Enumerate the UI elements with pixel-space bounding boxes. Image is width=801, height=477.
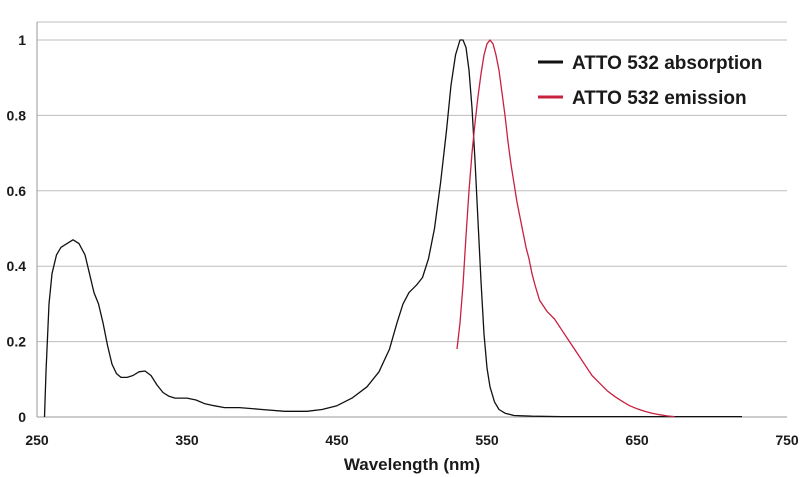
legend-label: ATTO 532 absorption	[572, 53, 762, 74]
series-line-emission	[456, 39, 675, 418]
y-tick-label: 0.6	[7, 183, 27, 199]
x-tick-label: 550	[475, 432, 499, 448]
y-tick-label: 0.8	[7, 107, 27, 123]
y-tick-label: 0	[18, 409, 26, 425]
y-tick-label: 1	[18, 32, 26, 48]
y-tick-labels: 0 0.2 0.4 0.6 0.8 1	[7, 32, 27, 425]
data-series	[43, 39, 742, 418]
axes	[36, 22, 787, 418]
gridlines	[37, 21, 787, 343]
x-tick-labels: 250 350 450 550 650 750	[25, 432, 799, 448]
x-axis-title: Wavelength (nm)	[344, 455, 480, 474]
x-tick-label: 250	[25, 432, 49, 448]
x-tick-label: 650	[625, 432, 649, 448]
x-tick-label: 350	[175, 432, 199, 448]
x-tick-label: 750	[775, 432, 799, 448]
y-tick-label: 0.4	[7, 258, 27, 274]
y-tick-label: 0.2	[7, 334, 27, 350]
legend-label: ATTO 532 emission	[572, 88, 747, 109]
legend: ATTO 532 absorption ATTO 532 emission	[538, 53, 762, 109]
x-tick-label: 450	[325, 432, 349, 448]
series-line-absorption	[43, 39, 742, 418]
